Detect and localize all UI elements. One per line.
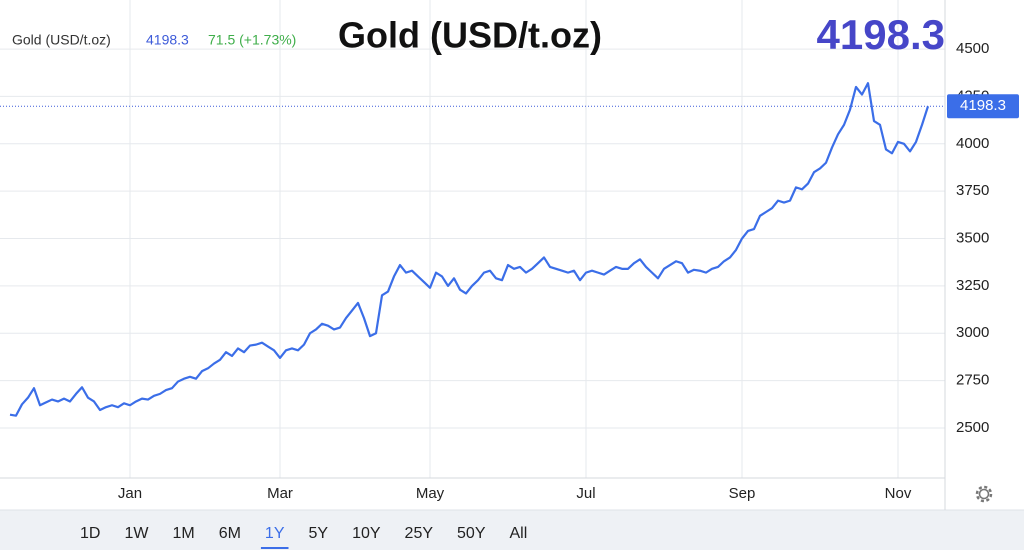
- range-button[interactable]: 1M: [172, 525, 194, 542]
- legend-change: 71.5 (+1.73%): [208, 32, 296, 48]
- range-button[interactable]: 6M: [219, 525, 241, 542]
- gear-teeth: [975, 485, 993, 503]
- x-tick-label: May: [416, 485, 445, 502]
- gear-body: [978, 488, 990, 500]
- y-tick-label: 3500: [956, 229, 989, 246]
- range-bar: [0, 510, 1024, 550]
- x-tick-label: Mar: [267, 485, 293, 502]
- y-tick-label: 2750: [956, 372, 989, 389]
- x-tick-label: Nov: [885, 485, 912, 502]
- range-button[interactable]: 10Y: [352, 525, 381, 542]
- x-tick-label: Jan: [118, 485, 142, 502]
- y-tick-label: 2500: [956, 419, 989, 436]
- legend-name: Gold (USD/t.oz): [12, 32, 111, 48]
- range-button[interactable]: 5Y: [309, 525, 329, 542]
- range-button[interactable]: 1Y: [265, 525, 285, 542]
- price-tag-label: 4198.3: [960, 97, 1006, 114]
- legend-price: 4198.3: [146, 32, 189, 48]
- settings-icon[interactable]: [975, 485, 993, 503]
- y-tick-label: 3250: [956, 277, 989, 294]
- y-tick-label: 3750: [956, 182, 989, 199]
- range-button[interactable]: 50Y: [457, 525, 486, 542]
- range-button[interactable]: All: [509, 525, 527, 542]
- y-tick-label: 4500: [956, 40, 989, 57]
- price-tag: [947, 94, 1019, 119]
- big-price: 4198.3: [817, 11, 945, 58]
- x-tick-label: Sep: [729, 485, 756, 502]
- y-tick-label: 3000: [956, 324, 989, 341]
- x-tick-label: Jul: [576, 485, 595, 502]
- range-button[interactable]: 1W: [124, 525, 149, 542]
- range-button[interactable]: 1D: [80, 525, 100, 542]
- y-tick-label: 4000: [956, 135, 989, 152]
- range-button[interactable]: 25Y: [405, 525, 434, 542]
- price-line: [9, 82, 930, 417]
- chart-title: Gold (USD/t.oz): [338, 15, 602, 56]
